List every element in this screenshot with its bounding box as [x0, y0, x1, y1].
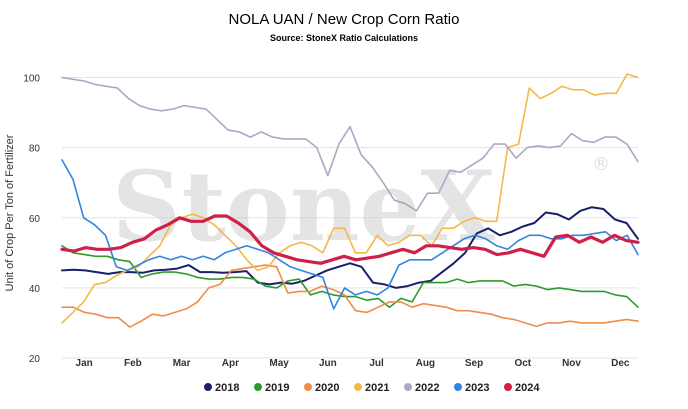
- x-tick-label: Aug: [416, 358, 435, 369]
- series-lines: [60, 73, 640, 328]
- y-axis: 20 40 60 80 100: [23, 74, 40, 365]
- legend-label: 2023: [465, 382, 489, 394]
- x-axis: Jan Feb Mar Apr May Jun Jul Aug Sep Oct Nov Dec: [76, 358, 630, 369]
- legend-marker: [504, 383, 512, 391]
- y-axis-label: Unit of Crop Per Ton of Fertilizer: [4, 134, 16, 291]
- x-tick-label: Feb: [124, 358, 142, 369]
- x-tick-label: Jun: [319, 358, 337, 369]
- legend-label: 2024: [515, 382, 540, 394]
- x-tick-label: Dec: [611, 358, 630, 369]
- chart-subtitle: Source: StoneX Ratio Calculations: [270, 33, 418, 43]
- legend-label: 2020: [315, 382, 339, 394]
- x-tick-label: Apr: [222, 358, 239, 369]
- legend-item-2022: 2022: [404, 382, 439, 394]
- series-line-2020: [61, 264, 639, 328]
- legend: 2018 2019 2020 2021 2022 2023 2024: [204, 382, 540, 394]
- legend-marker: [304, 383, 312, 391]
- legend-label: 2022: [415, 382, 439, 394]
- x-tick-label: Jul: [369, 358, 384, 369]
- y-tick-label: 20: [29, 354, 41, 365]
- series-line-2019: [61, 245, 639, 309]
- y-tick-label: 80: [29, 144, 41, 155]
- series-line-2018: [61, 206, 639, 289]
- legend-item-2018: 2018: [204, 382, 239, 394]
- x-tick-label: Jan: [76, 358, 93, 369]
- x-tick-label: Sep: [465, 358, 483, 369]
- legend-label: 2021: [365, 382, 389, 394]
- watermark-registered-mark: ®: [592, 154, 610, 175]
- legend-item-2023: 2023: [454, 382, 489, 394]
- legend-marker: [404, 383, 412, 391]
- series-line-2022: [61, 76, 639, 212]
- watermark: StoneX ®: [112, 150, 610, 263]
- legend-marker: [204, 383, 212, 391]
- legend-label: 2019: [265, 382, 289, 394]
- legend-marker: [354, 383, 362, 391]
- x-tick-label: Nov: [562, 358, 581, 369]
- legend-marker: [454, 383, 462, 391]
- legend-label: 2018: [215, 382, 239, 394]
- legend-item-2020: 2020: [304, 382, 339, 394]
- series-line-2021: [61, 73, 639, 324]
- legend-item-2024: 2024: [504, 382, 540, 394]
- y-tick-label: 100: [23, 74, 40, 85]
- legend-marker: [254, 383, 262, 391]
- legend-item-2019: 2019: [254, 382, 289, 394]
- x-tick-label: Oct: [514, 358, 531, 369]
- y-tick-label: 60: [29, 214, 41, 225]
- y-tick-label: 40: [29, 284, 41, 295]
- series-line-2024: [60, 214, 640, 265]
- series-line-2023: [61, 159, 639, 310]
- x-tick-label: Mar: [173, 358, 191, 369]
- legend-item-2021: 2021: [354, 382, 389, 394]
- x-tick-label: May: [269, 358, 289, 369]
- chart-title: NOLA UAN / New Crop Corn Ratio: [229, 11, 460, 28]
